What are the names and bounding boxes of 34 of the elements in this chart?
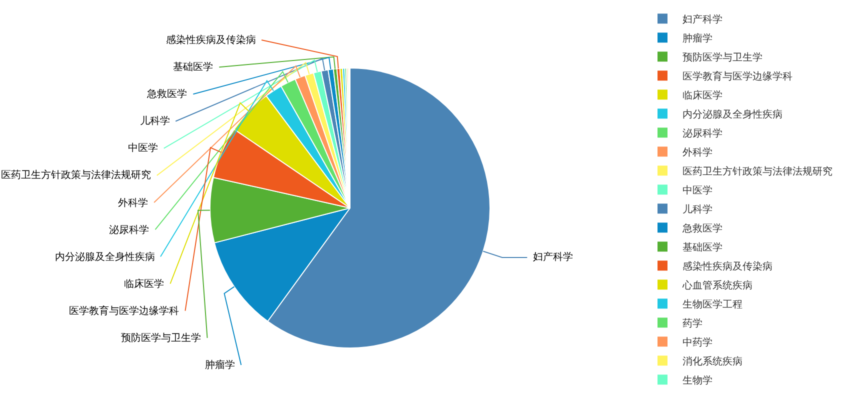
slice-label: 临床医学: [124, 278, 164, 290]
slice-label: 医学教育与医学边缘学科: [69, 305, 179, 317]
legend-label: 内分泌腺及全身性疾病: [682, 108, 783, 121]
legend-label: 生物医学工程: [682, 298, 743, 311]
slice-label: 儿科学: [140, 115, 170, 127]
slice-label: 泌尿科学: [109, 224, 149, 236]
slice-label: 妇产科学: [533, 251, 573, 263]
slice-label: 肿瘤学: [205, 359, 235, 371]
legend-label: 泌尿科学: [682, 128, 723, 140]
legend-label: 医药卫生方针政策与法律法规研究: [682, 166, 833, 178]
slice-label: 基础医学: [173, 61, 213, 73]
legend-label: 中医学: [682, 184, 713, 197]
legend-label: 儿科学: [682, 204, 713, 216]
slice-label: 中医学: [128, 142, 158, 154]
legend-label: 心血管系统疾病: [682, 280, 753, 292]
legend-label: 急救医学: [682, 222, 723, 235]
slice-label: 内分泌腺及全身性疾病: [55, 251, 155, 263]
legend-label: 中药学: [682, 336, 713, 349]
legend-label: 药学: [682, 318, 703, 330]
legend-label: 预防医学与卫生学: [682, 52, 763, 64]
legend-label: 临床医学: [682, 90, 723, 102]
legend-label: 医学教育与医学边缘学科: [682, 70, 793, 83]
slice-label: 医药卫生方针政策与法律法规研究: [1, 169, 151, 181]
legend-label: 妇产科学: [682, 14, 723, 26]
slice-label: 急救医学: [146, 88, 187, 100]
legend-label: 生物学: [682, 374, 713, 387]
slice-label: 外科学: [118, 197, 148, 209]
legend-label: 基础医学: [682, 242, 723, 254]
slice-label: 感染性疾病及传染病: [166, 34, 256, 46]
legend-label: 外科学: [682, 146, 713, 159]
legend-label: 消化系统疾病: [682, 356, 743, 368]
slice-label: 预防医学与卫生学: [121, 332, 201, 344]
legend-label: 肿瘤学: [682, 32, 713, 45]
legend-label: 感染性疾病及传染病: [682, 260, 773, 273]
